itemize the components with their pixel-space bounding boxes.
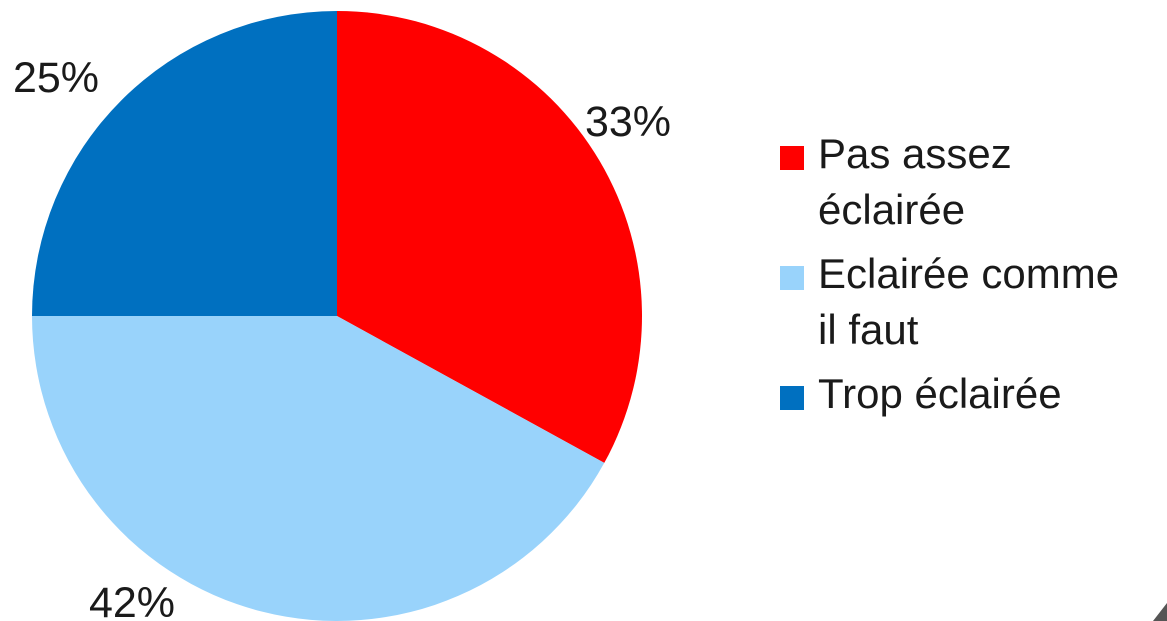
legend-swatch-1 [780,146,804,170]
pie-slice-3 [32,11,337,316]
legend-label-1: Pas assez éclairée [818,130,1012,233]
data-label-2: 42% [89,579,175,621]
legend-label-3: Trop éclairée [818,370,1062,417]
legend: Pas assez éclairée Eclairée comme il faut Tr… [780,130,1119,417]
data-labels: 33% 42% 25% [13,54,671,621]
pie-slice-2 [32,316,605,621]
pie-slices [32,11,642,621]
legend-swatch-2 [780,266,804,290]
legend-swatch-3 [780,386,804,410]
data-label-1: 33% [585,98,671,146]
corner-mark-icon [1153,603,1167,621]
data-label-3: 25% [13,54,99,102]
legend-label-2: Eclairée comme il faut [818,250,1119,353]
pie-slice-1 [337,11,642,463]
